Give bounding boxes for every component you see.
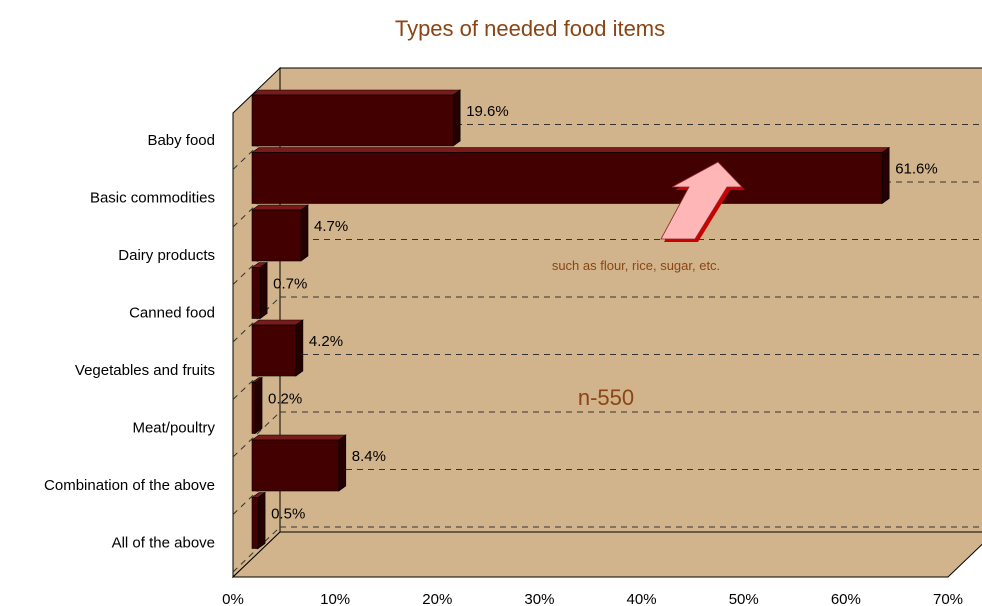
bar bbox=[251, 152, 883, 204]
x-tick-label: 40% bbox=[627, 591, 657, 606]
value-label: 61.6% bbox=[895, 161, 938, 178]
value-label: 19.6% bbox=[466, 103, 509, 120]
value-label: 0.5% bbox=[271, 506, 305, 523]
bar bbox=[251, 324, 297, 377]
x-tick-label: 10% bbox=[320, 591, 350, 606]
bar bbox=[251, 497, 259, 549]
category-label: Canned food bbox=[129, 305, 215, 322]
bar-side bbox=[254, 376, 263, 435]
bar-top bbox=[251, 204, 309, 211]
value-label: 0.2% bbox=[268, 391, 302, 408]
value-label: 8.4% bbox=[352, 448, 386, 465]
x-tick-label: 30% bbox=[524, 591, 554, 606]
bar bbox=[251, 94, 454, 147]
arrow-icon bbox=[660, 161, 743, 240]
category-label: Basic commodities bbox=[90, 190, 215, 207]
bar bbox=[251, 209, 302, 262]
bar-top bbox=[251, 89, 462, 96]
value-label: 4.2% bbox=[309, 333, 343, 350]
floor bbox=[231, 531, 982, 578]
category-label: Dairy products bbox=[118, 247, 215, 264]
bar-side bbox=[452, 89, 461, 147]
bar-top bbox=[251, 319, 304, 326]
bar bbox=[251, 382, 256, 434]
bar-top bbox=[251, 434, 347, 441]
bar-side bbox=[300, 204, 309, 262]
bar-side bbox=[338, 434, 347, 492]
annotations: such as flour, rice, sugar, etc. n-550 bbox=[552, 161, 745, 410]
x-tick-label: 70% bbox=[933, 591, 963, 606]
category-label: Combination of the above bbox=[44, 477, 215, 494]
bar-side bbox=[257, 491, 266, 550]
value-label: 4.7% bbox=[314, 218, 348, 235]
bar-side bbox=[881, 146, 890, 205]
category-label: Baby food bbox=[147, 132, 215, 149]
x-axis-ticks: 0% 10% 20% 30% 40% 50% 60% 70% bbox=[222, 591, 963, 606]
category-label: All of the above bbox=[112, 535, 215, 552]
bar-side bbox=[295, 319, 304, 377]
bar-side bbox=[259, 261, 268, 320]
sample-size: n-550 bbox=[578, 385, 634, 410]
value-labels: 19.6% 61.6% 4.7% 0.7% 4.2% 0.2% 8.4% 0.5% bbox=[268, 103, 938, 523]
bar bbox=[251, 439, 340, 492]
bar-top bbox=[251, 147, 891, 153]
category-labels: Baby food Basic commodities Dairy products… bbox=[44, 132, 215, 552]
x-tick-label: 50% bbox=[729, 591, 759, 606]
category-label: Meat/poultry bbox=[132, 420, 215, 437]
arrow-note: such as flour, rice, sugar, etc. bbox=[552, 258, 720, 273]
category-label: Vegetables and fruits bbox=[75, 362, 215, 379]
x-tick-label: 20% bbox=[422, 591, 452, 606]
x-tick-label: 60% bbox=[831, 591, 861, 606]
x-tick-label: 0% bbox=[222, 591, 244, 606]
value-label: 0.7% bbox=[273, 276, 307, 293]
chart-title: Types of needed food items bbox=[394, 16, 666, 41]
bars bbox=[251, 89, 891, 550]
bar bbox=[251, 267, 261, 319]
